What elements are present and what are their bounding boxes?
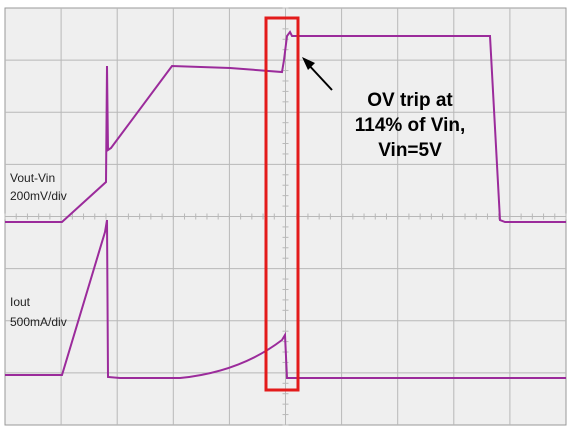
annotation-line: OV trip at: [367, 90, 453, 111]
highlight-box: [264, 16, 300, 392]
annotation-line: Vin=5V: [378, 140, 442, 161]
annotation-line: 114% of Vin,: [355, 115, 466, 136]
vout-trace: [5, 30, 566, 223]
trace-scale: 500mA/div: [10, 315, 67, 329]
grid: [4, 7, 567, 426]
trace-name: Iout: [10, 295, 31, 309]
trace-scale: 200mV/div: [10, 189, 67, 203]
trace-name: Vout-Vin: [10, 171, 55, 185]
iout-trace: [5, 219, 566, 379]
arrow-head: [302, 57, 315, 70]
